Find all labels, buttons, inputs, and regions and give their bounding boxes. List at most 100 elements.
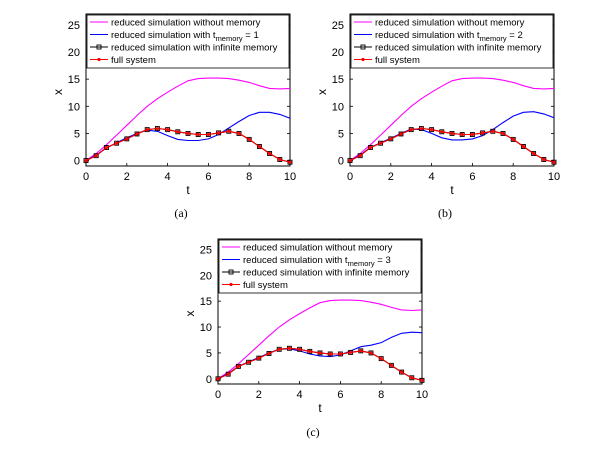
- legend-label-main: reduced simulation with t: [243, 255, 348, 266]
- data-point-dot: [389, 363, 393, 367]
- legend-label: full system: [243, 280, 288, 291]
- data-point-dot: [94, 154, 98, 158]
- data-point-square: [520, 144, 526, 149]
- legend-label: reduced simulation with tmemory = 3: [243, 255, 391, 268]
- data-point-dot: [460, 132, 464, 137]
- data-point-square: [103, 145, 109, 150]
- x-tick-label: 8: [378, 389, 384, 401]
- y-tick-label: 15: [200, 296, 212, 308]
- data-point-dot: [186, 131, 190, 136]
- x-tick-label: 4: [297, 389, 303, 401]
- legend-label: reduced simulation with tmemory = 2: [375, 30, 523, 43]
- data-point-dot: [440, 130, 444, 134]
- x-tick-label: 6: [469, 171, 475, 183]
- x-axis-label: t: [450, 183, 454, 197]
- x-tick-label: 2: [124, 171, 130, 183]
- data-point-dot: [257, 356, 261, 360]
- data-point-dot: [206, 132, 210, 137]
- y-tick-label: 0: [206, 374, 212, 386]
- data-point-square: [347, 158, 353, 164]
- y-tick-label: 20: [332, 47, 344, 59]
- data-point-dot: [155, 126, 159, 131]
- legend: reduced simulation without memoryreduced…: [350, 14, 554, 69]
- series-line-1: [86, 111, 290, 162]
- x-tick-label: 10: [548, 171, 560, 183]
- legend-swatch-dot: [361, 57, 365, 62]
- data-point-square: [83, 158, 89, 164]
- data-point-square: [266, 350, 272, 356]
- x-tick-label: 0: [347, 171, 353, 183]
- data-point-dot: [338, 352, 342, 356]
- data-point-square: [246, 359, 252, 365]
- y-tick-label: 15: [68, 74, 80, 86]
- data-point-dot: [389, 137, 393, 141]
- data-point-dot: [176, 130, 180, 134]
- y-tick-label: 20: [68, 47, 80, 59]
- data-point-square: [357, 153, 363, 159]
- data-point-dot: [491, 129, 495, 133]
- data-point-square: [114, 140, 120, 146]
- y-tick-label: 10: [332, 101, 344, 113]
- data-point-dot: [308, 349, 312, 353]
- data-point-square: [399, 369, 405, 375]
- series-line-0: [350, 77, 554, 162]
- y-tick-label: 10: [68, 101, 80, 113]
- legend-label-subscript: memory: [216, 34, 243, 43]
- data-point-square: [134, 131, 140, 137]
- data-point-dot: [216, 377, 220, 381]
- data-point-dot: [542, 157, 546, 162]
- data-point-square: [235, 363, 241, 369]
- data-point-dot: [288, 160, 292, 164]
- data-point-dot: [247, 137, 251, 141]
- legend-label-suffix: = 2: [507, 30, 523, 41]
- data-point-dot: [237, 131, 241, 136]
- legend-label-subscript: memory: [348, 259, 375, 268]
- data-point-square: [246, 136, 252, 142]
- data-point-dot: [470, 132, 474, 137]
- data-point-dot: [369, 351, 373, 355]
- data-point-dot: [115, 141, 119, 145]
- chart-panel-b: 0 2 4 6 8 10 0 5 10 15 20 25 t x reduced simulation wi…: [315, 13, 560, 220]
- data-point-dot: [552, 160, 556, 164]
- plot-frame: [85, 13, 291, 167]
- legend-label: reduced simulation without memory: [111, 18, 261, 29]
- data-point-dot: [268, 151, 272, 156]
- legend-swatch-square: [360, 44, 366, 50]
- data-point-dot: [84, 158, 88, 163]
- legend-label-suffix: = 3: [375, 255, 391, 266]
- subfigure-caption: (a): [174, 206, 187, 220]
- x-tick-label: 6: [205, 171, 211, 183]
- data-point-dot: [196, 132, 200, 137]
- y-tick-label: 10: [200, 322, 212, 334]
- data-point-dot: [125, 137, 129, 141]
- data-point-dot: [399, 132, 403, 136]
- data-point-dot: [348, 158, 352, 163]
- legend-label-main: reduced simulation with t: [375, 30, 480, 41]
- y-tick-label: 25: [200, 244, 212, 256]
- data-point-square: [378, 356, 384, 362]
- data-point-dot: [521, 144, 526, 149]
- data-point-dot: [379, 141, 383, 145]
- legend-label: full system: [375, 55, 420, 66]
- legend-label: reduced simulation with infinite memory: [375, 43, 542, 54]
- data-point-dot: [419, 126, 423, 131]
- data-point-dot: [298, 347, 302, 351]
- data-point-square: [225, 371, 231, 377]
- x-tick-label: 0: [215, 389, 221, 401]
- data-point-dot: [349, 350, 353, 355]
- data-point-dot: [359, 349, 363, 353]
- data-point-dot: [379, 357, 383, 361]
- legend-box: [350, 14, 554, 69]
- data-point-dot: [277, 347, 281, 351]
- data-point-dot: [532, 151, 536, 156]
- data-point-dot: [287, 346, 291, 350]
- data-point-dot: [328, 352, 332, 356]
- legend-box: [218, 239, 422, 294]
- data-point-square: [367, 145, 373, 150]
- data-point-dot: [420, 378, 424, 382]
- legend-label: reduced simulation with infinite memory: [243, 268, 410, 279]
- x-tick-label: 4: [429, 171, 435, 183]
- series-line-0: [86, 77, 290, 162]
- legend: reduced simulation without memoryreduced…: [218, 239, 422, 294]
- data-point-square: [256, 144, 262, 149]
